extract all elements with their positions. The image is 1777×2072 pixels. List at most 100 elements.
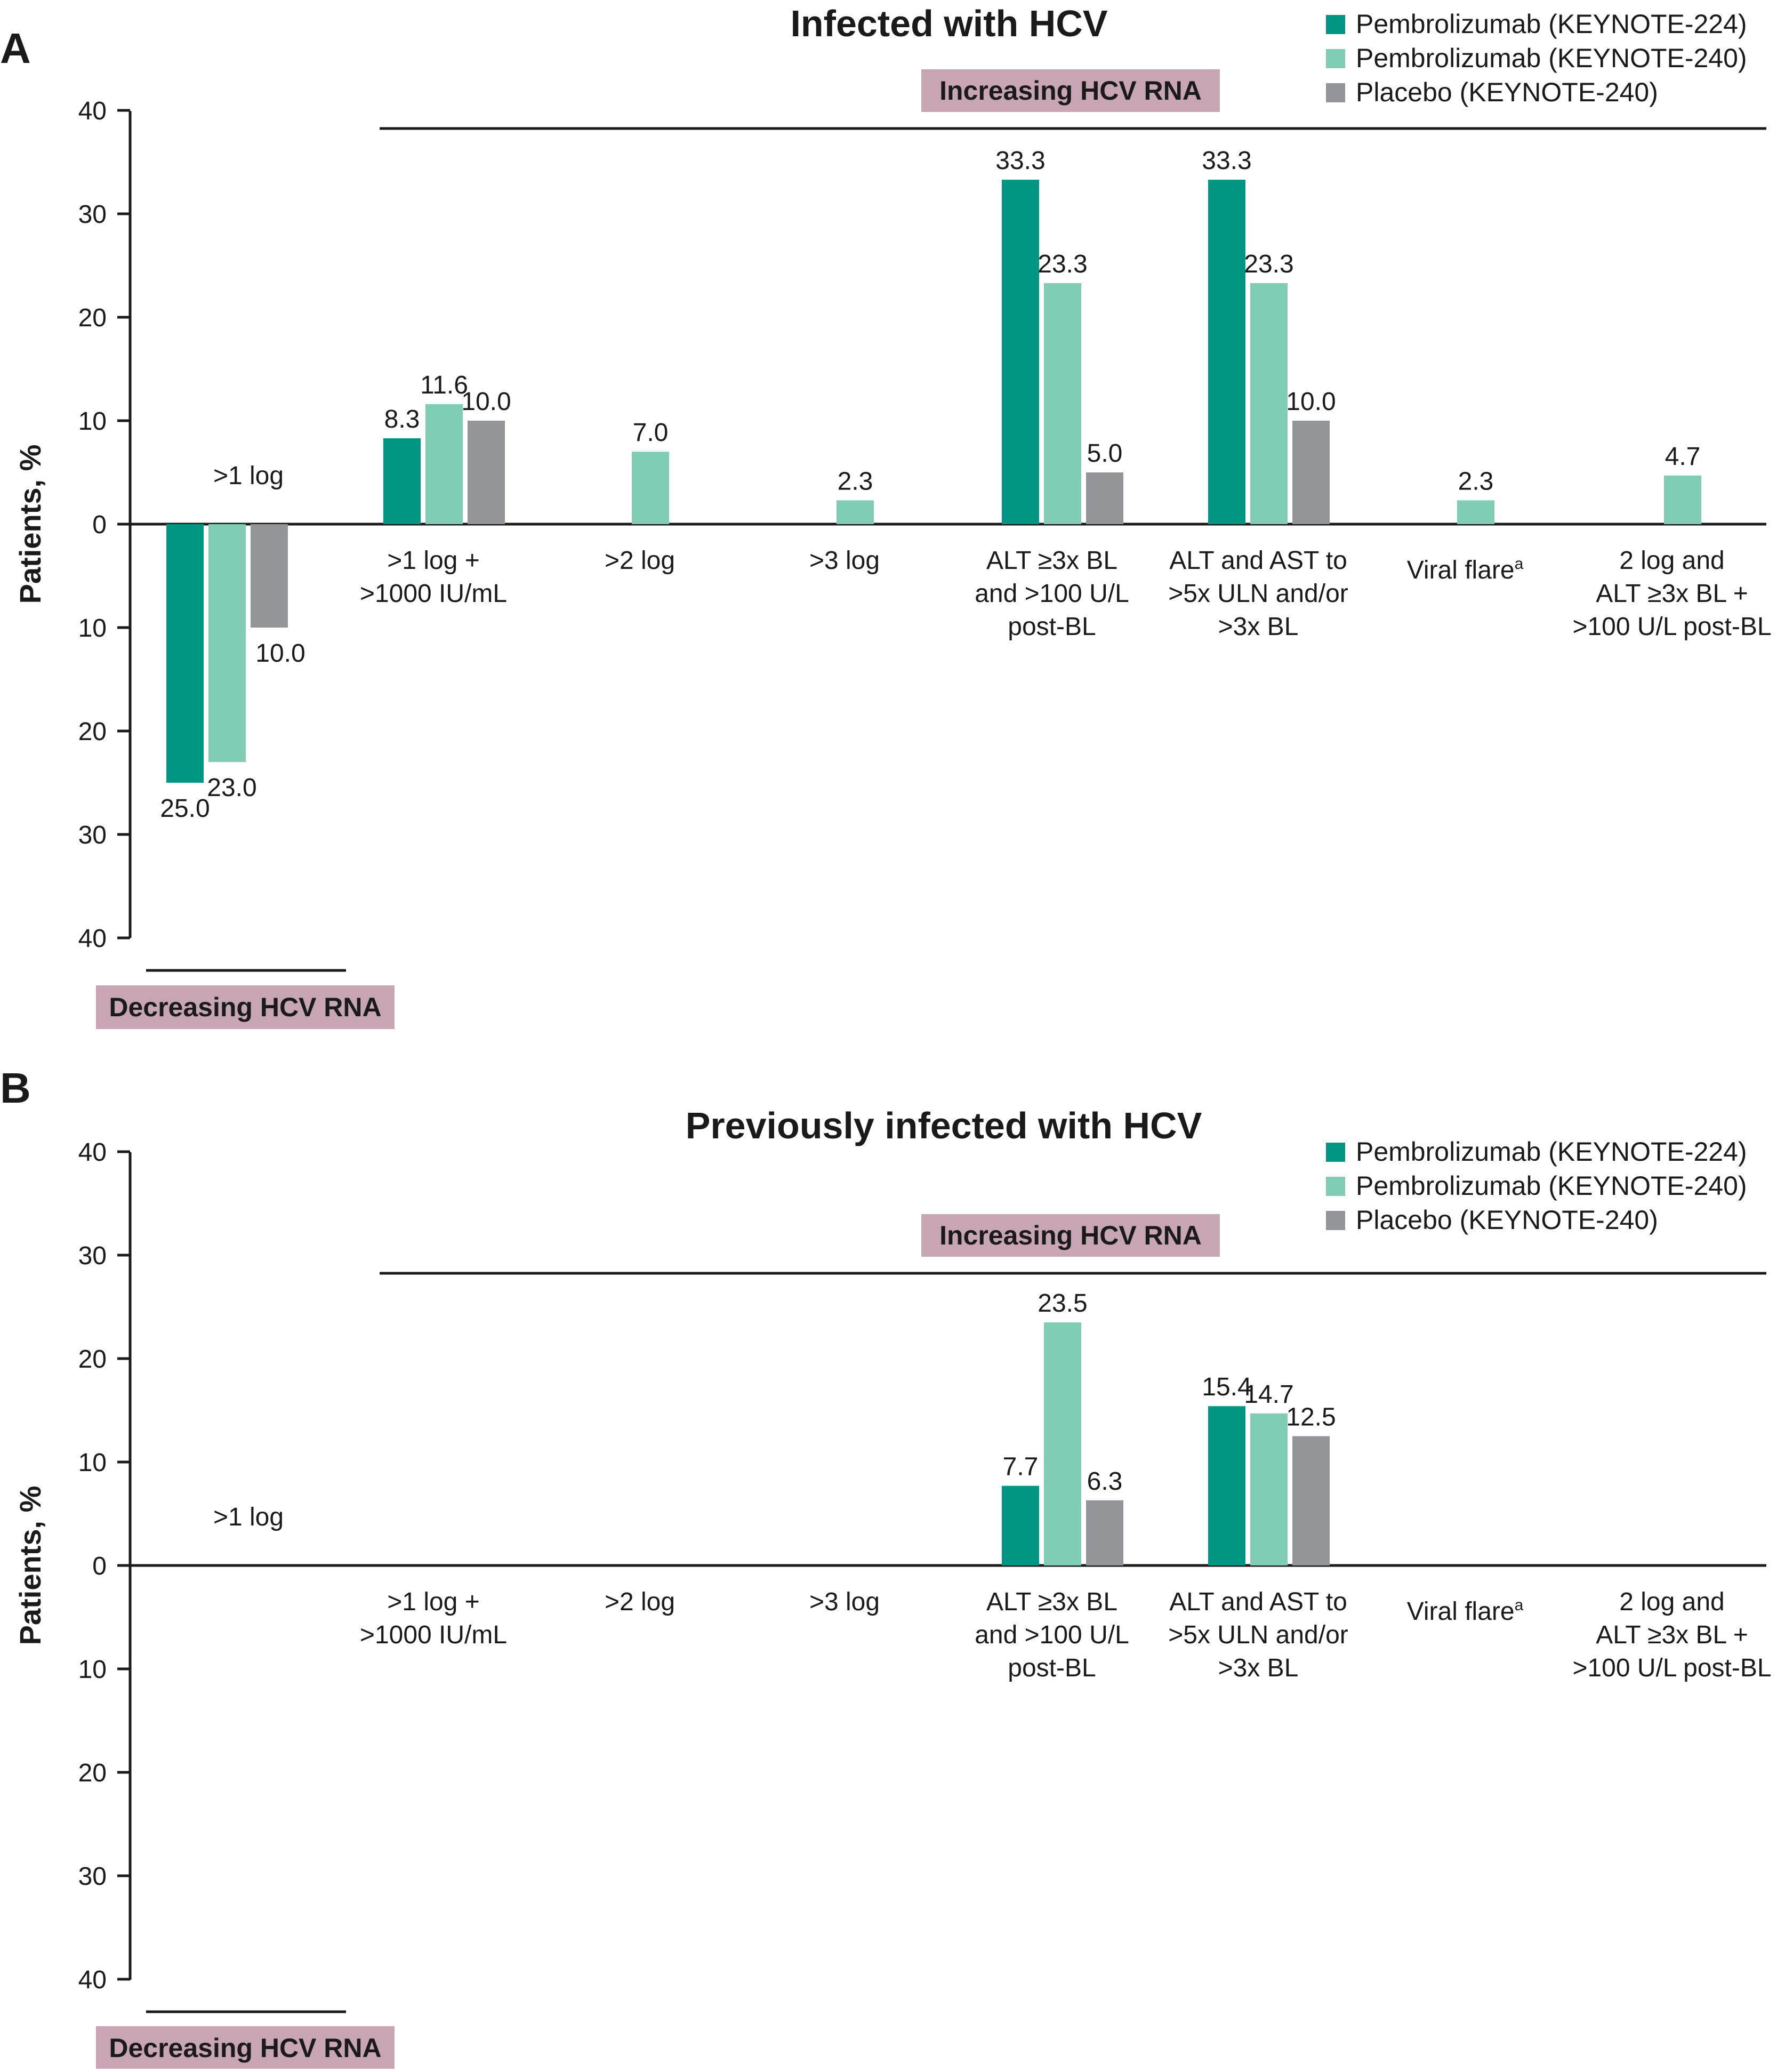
y-tick-label: 40 <box>78 1138 107 1167</box>
category-label: 2 log and ALT ≥3x BL + >100 U/L post-BL <box>1572 547 1771 641</box>
category-line: 2 log and <box>1619 547 1725 575</box>
panel-letter: A <box>0 25 31 72</box>
data-label: 23.5 <box>1038 1289 1087 1318</box>
category-line: >1 log + <box>387 547 479 575</box>
data-label: 12.5 <box>1286 1403 1336 1432</box>
bar <box>208 524 246 762</box>
category-line: >1 log + <box>387 1588 479 1616</box>
category-line: >3 log <box>809 547 880 575</box>
category-line: >1000 IU/mL <box>360 580 507 608</box>
category-line: >5x ULN and/or <box>1168 580 1348 608</box>
category-label: >2 log <box>605 547 675 575</box>
legend-label: Placebo (KEYNOTE-240) <box>1356 77 1658 107</box>
decreasing-label: Decreasing HCV RNA <box>109 992 381 1022</box>
category-line: ALT ≥3x BL <box>986 547 1117 575</box>
y-tick-label: 40 <box>78 97 107 125</box>
y-tick-label: 40 <box>78 925 107 953</box>
panel-b: B Previously infected with HCV Pembrolizum… <box>0 1064 1772 2069</box>
increasing-label: Increasing HCV RNA <box>939 76 1202 106</box>
category-label: Viral flarea <box>1407 555 1524 584</box>
y-tick-label: 30 <box>78 821 107 849</box>
category-line: post-BL <box>1008 613 1096 641</box>
y-tick-label: 20 <box>78 1345 107 1374</box>
category-line: and >100 U/L <box>975 580 1129 608</box>
bar <box>1086 472 1123 524</box>
bar <box>1044 283 1081 524</box>
legend-swatch <box>1326 1177 1345 1196</box>
legend-label: Pembrolizumab (KEYNOTE-224) <box>1356 9 1747 39</box>
data-label: 2.3 <box>838 467 873 495</box>
category-line: Viral flare <box>1407 556 1515 584</box>
category-label: >1 log <box>213 1503 284 1531</box>
bar <box>1044 1322 1081 1565</box>
y-axis-label: Patients, % <box>13 1486 47 1645</box>
category-line: >3x BL <box>1218 1654 1299 1682</box>
y-tick-label: 10 <box>78 614 107 643</box>
bar <box>1457 500 1494 524</box>
category-line: >100 U/L post-BL <box>1572 1654 1771 1682</box>
category-label: >2 log <box>605 1588 675 1616</box>
category-line: >2 log <box>605 1588 675 1616</box>
category-label: ALT and AST to >5x ULN and/or >3x BL <box>1168 1588 1348 1682</box>
y-axis-label: Patients, % <box>13 445 47 604</box>
category-line: ALT ≥3x BL + <box>1596 580 1748 608</box>
category-line: >3x BL <box>1218 613 1299 641</box>
data-label: 23.3 <box>1038 250 1087 278</box>
category-line: ALT and AST to <box>1169 1588 1347 1616</box>
category-label: ALT ≥3x BL and >100 U/L post-BL <box>975 547 1129 641</box>
bar <box>1250 1413 1288 1565</box>
data-label: 10.0 <box>461 388 511 416</box>
data-label: 4.7 <box>1665 443 1701 471</box>
legend: Pembrolizumab (KEYNOTE-224) Pembrolizumab… <box>1326 1137 1747 1235</box>
data-label: 23.3 <box>1244 250 1293 278</box>
category-line: >2 log <box>605 547 675 575</box>
category-footnote: a <box>1515 1596 1524 1614</box>
y-tick-label: 10 <box>78 407 107 436</box>
category-line: and >100 U/L <box>975 1621 1129 1649</box>
legend-label: Pembrolizumab (KEYNOTE-240) <box>1356 43 1747 73</box>
decreasing-box <box>96 985 395 1029</box>
category-line: >1000 IU/mL <box>360 1621 507 1649</box>
category-label: >1 log + >1000 IU/mL <box>360 1588 507 1649</box>
bar <box>1292 1436 1330 1565</box>
legend-swatch <box>1326 83 1345 102</box>
bar <box>166 524 204 783</box>
data-label: 7.0 <box>633 419 669 447</box>
panel-title: Previously infected with HCV <box>686 1105 1202 1146</box>
category-label: >3 log <box>809 1588 880 1616</box>
legend-swatch <box>1326 1143 1345 1162</box>
category-line: >100 U/L post-BL <box>1572 613 1771 641</box>
increasing-box <box>921 1214 1220 1257</box>
bar <box>1292 421 1330 524</box>
data-label: 7.7 <box>1003 1453 1039 1481</box>
y-tick-label: 0 <box>92 511 107 539</box>
category-label: ALT ≥3x BL and >100 U/L post-BL <box>975 1588 1129 1682</box>
bar <box>837 500 874 524</box>
bar <box>383 438 421 524</box>
data-label: 33.3 <box>1202 147 1251 175</box>
data-label: 15.4 <box>1202 1373 1251 1401</box>
bar <box>1002 179 1039 525</box>
legend-label: Placebo (KEYNOTE-240) <box>1356 1205 1658 1235</box>
legend-swatch <box>1326 1211 1345 1230</box>
category-line: 2 log and <box>1619 1588 1725 1616</box>
category-line: ALT and AST to <box>1169 547 1347 575</box>
y-tick-label: 20 <box>78 718 107 746</box>
category-label: >1 log <box>213 462 284 490</box>
y-tick-label: 10 <box>78 1449 107 1477</box>
data-label: 25.0 <box>160 794 210 823</box>
bar <box>1664 475 1701 524</box>
category-label: >1 log + >1000 IU/mL <box>360 547 507 608</box>
category-label: 2 log and ALT ≥3x BL + >100 U/L post-BL <box>1572 1588 1771 1682</box>
category-line: >3 log <box>809 1588 880 1616</box>
data-label: 10.0 <box>1286 388 1336 416</box>
category-line: post-BL <box>1008 1654 1096 1682</box>
data-label: 33.3 <box>995 147 1045 175</box>
category-line: Viral flare <box>1407 1597 1515 1626</box>
data-label: 10.0 <box>255 639 305 668</box>
data-label: 23.0 <box>207 774 256 802</box>
bar <box>1208 179 1245 525</box>
legend-swatch <box>1326 15 1345 34</box>
bar <box>1250 283 1288 524</box>
